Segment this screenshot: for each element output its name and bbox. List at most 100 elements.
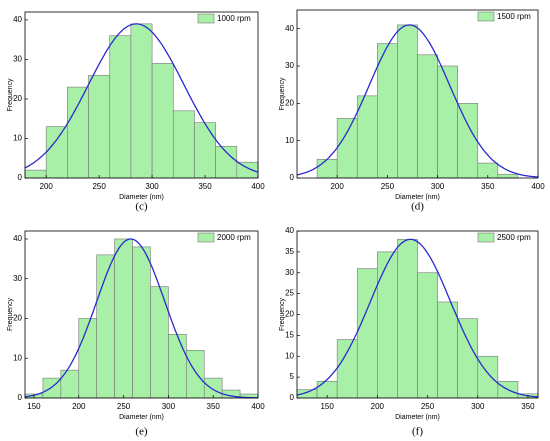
plot-frame [24,11,259,179]
y-tick-label: 20 [13,314,22,323]
bar [417,54,438,179]
y-tick-label: 30 [13,274,22,283]
chart: 200 250 300 350 400 0 10 20 30 40 Diameter (nm) Fre… [7,11,265,213]
y-tick-label: 10 [285,136,294,145]
x-tick-label: 200 [330,182,344,191]
fit-curve [24,238,259,399]
y-tick-label: 40 [13,15,22,24]
y-tick-label: 40 [285,226,294,235]
y-tick-label: 0 [290,173,295,182]
fit-curve [296,238,539,398]
y-tick-label: 25 [285,289,294,298]
bar [356,95,378,179]
x-tick-label: 300 [471,402,485,411]
bar [497,173,519,179]
fit-curve [24,23,259,173]
bar [114,238,133,399]
y-tick-label: 30 [13,55,22,64]
bar [215,146,238,179]
y-tick-label: 0 [290,393,295,402]
x-tick-label: 300 [431,182,445,191]
y-tick-label: 10 [13,353,22,362]
legend-label: 1000 rpm [217,14,251,23]
y-tick-label: 30 [285,268,294,277]
bar [109,35,132,179]
bar [132,246,151,399]
bar [194,122,216,179]
bar [88,74,111,179]
bar [172,110,195,179]
x-tick-label: 150 [27,402,41,411]
x-tick-label: 200 [40,182,54,191]
x-tick-label: 300 [145,182,159,191]
plot-frame [296,9,539,179]
x-tick-label: 350 [207,402,221,411]
bar [45,126,68,179]
x-tick-label: 350 [198,182,212,191]
y-tick-label: 35 [285,247,294,256]
bar [168,334,187,399]
bar [336,117,358,179]
bar [356,268,378,399]
legend-label: 2000 rpm [217,233,251,242]
y-axis-label: Frequency [279,297,286,331]
x-axis-label: Diameter (nm) [119,414,164,421]
y-tick-label: 40 [13,234,22,243]
bar [24,169,47,179]
x-tick-label: 400 [251,182,265,191]
bar [336,339,358,399]
y-tick-label: 0 [18,173,23,182]
chart: 150 200 250 300 350 400 0 10 20 30 40 Diameter (nm)… [7,230,265,438]
bar [457,103,479,179]
x-tick-label: 200 [371,402,385,411]
y-tick-label: 10 [285,351,294,360]
bar [457,318,479,399]
x-axis-label: Diameter (nm) [119,194,164,201]
legend-swatch [477,11,495,22]
x-axis-label: Diameter (nm) [395,414,440,421]
x-axis-label: Diameter (nm) [395,194,440,201]
legend-swatch [197,232,215,243]
x-tick-label: 350 [521,402,535,411]
x-tick-label: 250 [117,402,131,411]
bar [67,86,89,179]
bar [78,318,97,399]
panel-label: (d) [411,201,424,213]
y-tick-label: 5 [290,372,295,381]
legend-swatch [197,13,215,24]
x-tick-label: 350 [481,182,495,191]
y-tick-label: 20 [13,94,22,103]
bar [151,63,174,179]
y-tick-label: 0 [18,393,23,402]
legend-label: 2500 rpm [497,233,531,242]
bar [316,159,338,179]
chart: 200 250 300 350 400 0 10 20 30 40 Diameter (nm) Fre… [279,9,545,213]
bar [417,272,438,399]
bar [397,239,418,399]
x-tick-label: 400 [251,402,265,411]
x-tick-label: 250 [421,402,435,411]
panel-label: (c) [135,201,148,213]
chart: 150 200 250 300 350 0 5 10 15 20 25 30 35 40 Diameter … [279,226,539,438]
x-tick-label: 200 [72,402,86,411]
x-tick-label: 150 [320,402,334,411]
y-axis-label: Frequency [7,297,14,331]
fit-curve [296,24,539,178]
y-axis-label: Frequency [279,77,286,111]
x-tick-label: 400 [531,182,545,191]
bar [236,161,259,179]
legend-label: 1500 rpm [497,12,531,21]
x-tick-label: 250 [92,182,106,191]
bar [437,65,458,179]
bar [377,43,398,179]
y-tick-label: 15 [285,330,294,339]
y-tick-label: 10 [13,134,22,143]
panel-label: (e) [135,426,148,438]
y-axis-label: Frequency [7,78,14,112]
legend-swatch [477,232,495,243]
y-tick-label: 20 [285,98,294,107]
y-tick-label: 20 [285,310,294,319]
bar [397,24,418,179]
x-tick-label: 250 [381,182,395,191]
